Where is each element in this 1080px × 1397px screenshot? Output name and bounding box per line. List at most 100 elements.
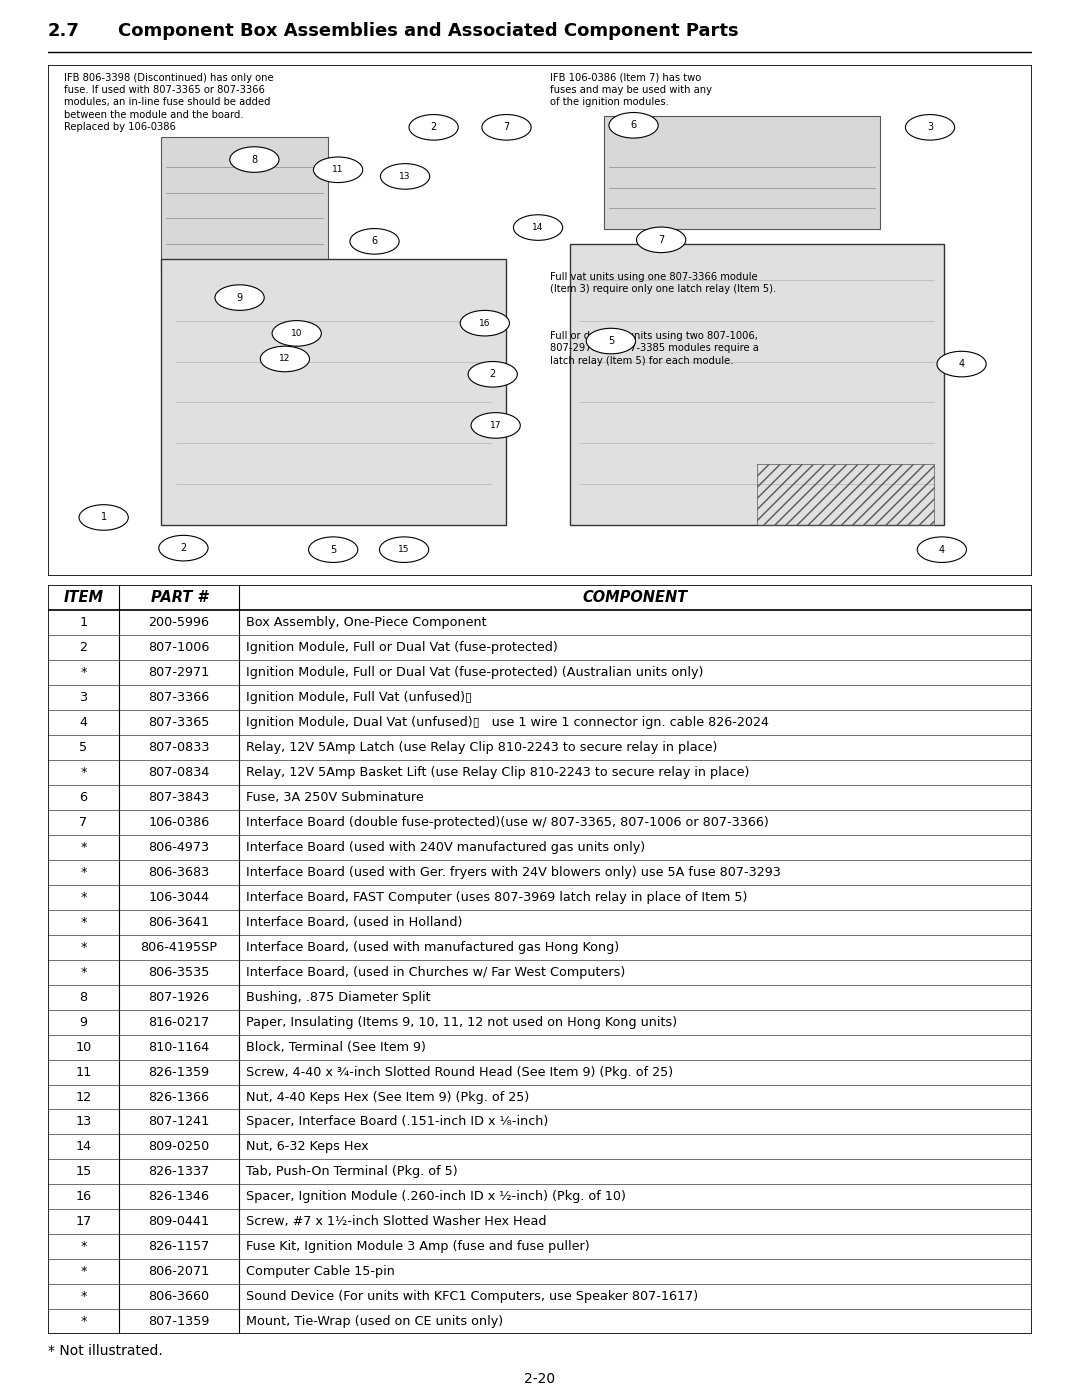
Text: Interface Board (used with Ger. fryers with 24V blowers only) use 5A fuse 807-32: Interface Board (used with Ger. fryers w… [246,866,781,879]
Text: 16: 16 [480,319,490,328]
Text: 14: 14 [532,224,543,232]
Circle shape [409,115,458,140]
Text: Component Box Assemblies and Associated Component Parts: Component Box Assemblies and Associated … [119,22,739,41]
Text: 806-4973: 806-4973 [148,841,210,854]
Text: * Not illustrated.: * Not illustrated. [48,1344,162,1358]
Text: 15: 15 [76,1165,92,1179]
Text: Ignition Module, Dual Vat (unfused)▯   use 1 wire 1 connector ign. cable 826-202: Ignition Module, Dual Vat (unfused)▯ use… [246,717,769,729]
Text: IFB 806-3398 (Discontinued) has only one
fuse. If used with 807-3365 or 807-3366: IFB 806-3398 (Discontinued) has only one… [65,73,274,133]
Text: *: * [80,1315,86,1329]
Text: 11: 11 [333,165,343,175]
Text: 200-5996: 200-5996 [149,616,210,629]
Circle shape [586,328,635,353]
Text: 106-3044: 106-3044 [148,891,210,904]
Text: 8: 8 [252,155,257,165]
Text: 826-1346: 826-1346 [149,1190,210,1203]
Text: Interface Board, FAST Computer (uses 807-3969 latch relay in place of Item 5): Interface Board, FAST Computer (uses 807… [246,891,747,904]
Text: Relay, 12V 5Amp Latch (use Relay Clip 810-2243 to secure relay in place): Relay, 12V 5Amp Latch (use Relay Clip 81… [246,740,718,754]
Text: *: * [80,891,86,904]
Text: Screw, #7 x 1½-inch Slotted Washer Hex Head: Screw, #7 x 1½-inch Slotted Washer Hex H… [246,1215,546,1228]
Text: 810-1164: 810-1164 [148,1041,210,1053]
Text: Relay, 12V 5Amp Basket Lift (use Relay Clip 810-2243 to secure relay in place): Relay, 12V 5Amp Basket Lift (use Relay C… [246,766,750,780]
Text: 2: 2 [80,641,87,654]
Text: 806-3683: 806-3683 [148,866,210,879]
Text: Interface Board (used with 240V manufactured gas units only): Interface Board (used with 240V manufact… [246,841,646,854]
Text: 806-3641: 806-3641 [148,916,210,929]
Text: Ignition Module, Full or Dual Vat (fuse-protected): Ignition Module, Full or Dual Vat (fuse-… [246,641,558,654]
Circle shape [309,536,357,563]
Text: 13: 13 [400,172,410,182]
Text: Screw, 4-40 x ¾-inch Slotted Round Head (See Item 9) (Pkg. of 25): Screw, 4-40 x ¾-inch Slotted Round Head … [246,1066,674,1078]
Text: Spacer, Interface Board (.151-inch ID x ¹⁄₈-inch): Spacer, Interface Board (.151-inch ID x … [246,1115,549,1129]
Text: 17: 17 [490,420,501,430]
Text: 7: 7 [80,816,87,828]
Text: Ignition Module, Full Vat (unfused)▯: Ignition Module, Full Vat (unfused)▯ [246,692,472,704]
Text: 806-3535: 806-3535 [148,965,210,979]
Circle shape [917,536,967,563]
Text: 816-0217: 816-0217 [148,1016,210,1028]
Text: *: * [80,1266,86,1278]
Text: IFB 106-0386 (Item 7) has two
fuses and may be used with any
of the ignition mod: IFB 106-0386 (Item 7) has two fuses and … [550,73,712,108]
Circle shape [468,362,517,387]
Circle shape [159,535,208,562]
Text: *: * [80,940,86,954]
Text: 6: 6 [631,120,636,130]
Text: 806-2071: 806-2071 [148,1266,210,1278]
Text: 10: 10 [291,328,302,338]
Text: Interface Board, (used in Churches w/ Far West Computers): Interface Board, (used in Churches w/ Fa… [246,965,625,979]
Text: 4: 4 [959,359,964,369]
Text: 2: 2 [180,543,187,553]
Text: Nut, 4-40 Keps Hex (See Item 9) (Pkg. of 25): Nut, 4-40 Keps Hex (See Item 9) (Pkg. of… [246,1091,529,1104]
Text: Box Assembly, One-Piece Component: Box Assembly, One-Piece Component [246,616,487,629]
Text: Block, Terminal (See Item 9): Block, Terminal (See Item 9) [246,1041,427,1053]
Text: Mount, Tie-Wrap (used on CE units only): Mount, Tie-Wrap (used on CE units only) [246,1315,503,1329]
Circle shape [905,115,955,140]
Text: 2-20: 2-20 [525,1372,555,1386]
Circle shape [513,215,563,240]
Text: 4: 4 [939,545,945,555]
Text: 807-1241: 807-1241 [148,1115,210,1129]
Text: 807-3366: 807-3366 [148,692,210,704]
Text: 2: 2 [431,123,436,133]
Text: COMPONENT: COMPONENT [583,591,688,605]
FancyBboxPatch shape [569,244,944,525]
Text: 807-3843: 807-3843 [148,791,210,805]
Text: PART #: PART # [151,591,207,605]
Text: 12: 12 [280,355,291,363]
Text: Interface Board, (used with manufactured gas Hong Kong): Interface Board, (used with manufactured… [246,940,620,954]
Text: 807-2971: 807-2971 [148,666,210,679]
Text: *: * [80,866,86,879]
Text: 5: 5 [608,337,615,346]
Text: ITEM: ITEM [64,591,104,605]
Circle shape [215,285,265,310]
Text: Fuse, 3A 250V Subminature: Fuse, 3A 250V Subminature [246,791,424,805]
Text: Sound Device (For units with KFC1 Computers, use Speaker 807-1617): Sound Device (For units with KFC1 Comput… [246,1291,699,1303]
Text: 6: 6 [80,791,87,805]
Text: *: * [80,965,86,979]
Text: 7: 7 [658,235,664,244]
Text: 3: 3 [927,123,933,133]
Text: Fuse Kit, Ignition Module 3 Amp (fuse and fuse puller): Fuse Kit, Ignition Module 3 Amp (fuse an… [246,1241,590,1253]
Text: 12: 12 [76,1091,92,1104]
Text: 807-3365: 807-3365 [148,717,210,729]
Text: Tab, Push-On Terminal (Pkg. of 5): Tab, Push-On Terminal (Pkg. of 5) [246,1165,458,1179]
Text: *: * [80,766,86,780]
FancyBboxPatch shape [161,137,328,270]
Circle shape [482,115,531,140]
Text: 806-4195SP: 806-4195SP [140,940,217,954]
Circle shape [350,229,400,254]
Circle shape [380,163,430,189]
Text: *: * [80,841,86,854]
Text: 826-1157: 826-1157 [148,1241,210,1253]
Text: Full vat units using one 807-3366 module
(Item 3) require only one latch relay (: Full vat units using one 807-3366 module… [550,272,777,295]
Text: *: * [80,1291,86,1303]
Circle shape [230,147,279,172]
Text: 7: 7 [503,123,510,133]
Text: Computer Cable 15-pin: Computer Cable 15-pin [246,1266,395,1278]
Text: Nut, 6-32 Keps Hex: Nut, 6-32 Keps Hex [246,1140,369,1154]
Circle shape [636,228,686,253]
Text: Full or dual vat units using two 807-1006,
807-2971, or 807-3385 modules require: Full or dual vat units using two 807-100… [550,331,759,366]
Text: *: * [80,666,86,679]
Text: 10: 10 [76,1041,92,1053]
Circle shape [272,321,322,346]
